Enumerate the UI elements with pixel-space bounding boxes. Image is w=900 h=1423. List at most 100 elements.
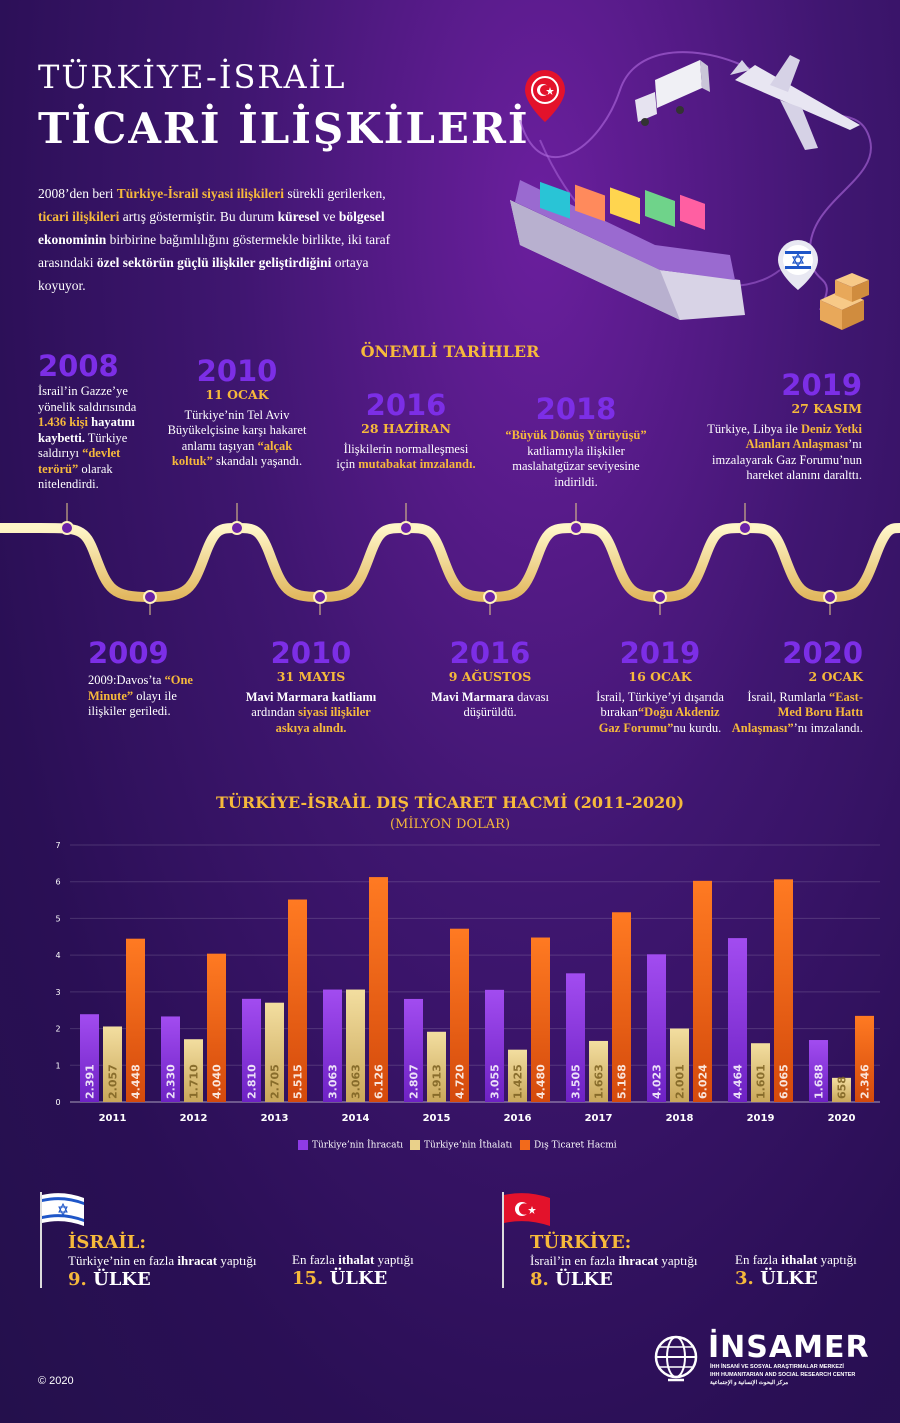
event-date: 11 OCAK	[205, 387, 269, 402]
event-highlight: mutabakat imzalandı.	[358, 457, 476, 471]
airplane-icon	[730, 55, 860, 150]
data-label: 2.057	[107, 1064, 120, 1099]
timeline-heading: ÖNEMLİ TARİHLER	[360, 342, 540, 361]
event-bold: hayatını kaybetti.	[38, 415, 135, 445]
rank-text-bold: ihracat	[177, 1253, 218, 1268]
legend-swatch	[520, 1140, 530, 1150]
event-highlight: Deniz Yetki Alanları Anlaşması	[745, 421, 862, 452]
data-label: 1.663	[593, 1064, 606, 1099]
event-text: Türkiye, Libya ile	[707, 421, 801, 436]
event-bold: Mavi Marmara katliamı	[245, 689, 377, 704]
rank-text: yaptığı	[374, 1252, 414, 1267]
intro-part: ve	[319, 209, 339, 224]
bar-exports	[323, 989, 342, 1102]
cargo-ship-icon	[510, 180, 745, 320]
turkey-import-rank: En fazla ithalat yaptığı 3. ÜLKE	[735, 1252, 857, 1289]
event-text: davası düşürüldü.	[463, 689, 549, 720]
timeline-wave	[0, 503, 900, 615]
y-tick-label: 5	[55, 914, 60, 923]
x-tick-label: 2018	[666, 1113, 694, 1124]
data-label: 1.688	[813, 1064, 826, 1099]
turkey-section: TÜRKİYE: İsrail’in en fazla ihracat yapt…	[530, 1232, 698, 1290]
bar-exports	[161, 1016, 180, 1102]
data-label: 4.480	[535, 1064, 548, 1099]
y-tick-label: 6	[55, 878, 60, 887]
x-tick-label: 2014	[342, 1113, 370, 1124]
turkey-pin-icon	[525, 70, 565, 122]
event-text: İlişkilerin normalleşmesi için	[336, 441, 469, 472]
chart-title: TÜRKİYE-İSRAİL DIŞ TİCARET HACMİ (2011-2…	[215, 793, 685, 812]
rank-label: ÜLKE	[753, 1268, 818, 1289]
event-text: ’nı imzalayarak Gaz Forumu’nun hareket a…	[712, 437, 862, 482]
rank-text: En fazla	[292, 1252, 339, 1267]
bar-exports	[809, 1040, 828, 1102]
x-tick-label: 2020	[828, 1113, 856, 1124]
bar-volume	[450, 928, 469, 1102]
event-2016-aug: 2016 9 AĞUSTOS Mavi Marmara davası düşür…	[425, 637, 555, 721]
data-label: 2.001	[674, 1064, 687, 1099]
intro-bold: küresel	[277, 209, 320, 224]
intro-part: ortaya koyuyor.	[38, 255, 369, 293]
bar-exports	[485, 989, 504, 1102]
event-highlight: “One Minute”	[88, 673, 193, 703]
logo-text: İNSAMER	[708, 1330, 870, 1365]
data-label: 2.705	[269, 1064, 282, 1099]
rank-text: yaptığı	[658, 1253, 698, 1268]
israel-pin-icon	[778, 239, 818, 290]
intro-part: 2008’den beri	[38, 186, 117, 201]
event-date: 16 OCAK	[628, 669, 692, 684]
rank-text-bold: ithalat	[781, 1252, 818, 1267]
intro-part: birbirine bağımlılığını göstermekle birl…	[38, 232, 391, 270]
legend-exports: Türkiye’nin İhracatı	[298, 1140, 403, 1151]
y-tick-label: 2	[55, 1025, 60, 1034]
event-2010-jan: 2010 11 OCAK Türkiye’nin Tel Aviv Büyüke…	[167, 355, 307, 470]
bar-imports	[346, 989, 365, 1102]
bar-exports	[566, 973, 585, 1102]
israel-import-rank: En fazla ithalat yaptığı 15. ÜLKE	[292, 1252, 414, 1289]
data-label: 4.448	[130, 1064, 143, 1099]
event-text: olarak nitelendirdi.	[38, 461, 113, 492]
y-tick-label: 7	[55, 841, 60, 850]
turkey-flag-icon	[502, 1192, 550, 1288]
bar-exports	[80, 1014, 99, 1102]
rank-label: ÜLKE	[86, 1269, 151, 1290]
globe-logo-icon	[654, 1335, 698, 1382]
rank-number: 3.	[735, 1268, 754, 1289]
intro-bold: bölgesel ekonominin	[38, 209, 385, 247]
event-highlight: “alçak koltuk”	[171, 438, 293, 469]
event-year: 2008	[38, 349, 119, 383]
bar-volume	[126, 938, 145, 1102]
bar-imports	[508, 1049, 527, 1102]
data-label: 1.601	[755, 1064, 768, 1099]
logo-subtitle-ar: مركز البحوث الإنسانية و الإجتماعية	[710, 1380, 789, 1386]
bar-volume	[369, 877, 388, 1102]
bar-imports	[589, 1040, 608, 1102]
legend-imports: Türkiye’nin İthalatı	[410, 1140, 512, 1151]
data-label: 2.807	[408, 1064, 421, 1099]
rank-text-bold: ihracat	[618, 1253, 659, 1268]
event-highlight: “Doğu Akdeniz Gaz Forumu”	[598, 705, 720, 735]
event-year: 2010	[196, 354, 278, 388]
data-label: 2.391	[84, 1064, 97, 1099]
data-label: 3.063	[350, 1064, 363, 1099]
event-year: 2019	[781, 368, 862, 402]
event-year: 2009	[88, 636, 169, 670]
bar-exports	[404, 998, 423, 1102]
trade-illustration	[510, 51, 872, 330]
event-2008: 2008 İsrail’in Gazze’ye yönelik saldırıs…	[38, 350, 163, 493]
data-label: 658	[836, 1076, 849, 1099]
bar-volume	[855, 1015, 874, 1102]
event-text: nu kurdu.	[673, 720, 722, 735]
bar-volume	[207, 953, 226, 1102]
data-label: 3.063	[327, 1064, 340, 1099]
y-tick-label: 1	[55, 1061, 60, 1070]
rank-number: 15.	[292, 1268, 324, 1289]
data-label: 6.024	[697, 1064, 710, 1099]
legend-label: Türkiye’nin İthalatı	[424, 1140, 513, 1151]
israel-flag-icon	[40, 1192, 84, 1288]
event-highlight: siyasi ilişkiler askıya alındı.	[275, 705, 371, 735]
rank-text: En fazla	[735, 1252, 782, 1267]
event-year: 2019	[619, 636, 701, 670]
rank-number: 9.	[68, 1269, 87, 1290]
x-tick-label: 2012	[180, 1113, 208, 1124]
